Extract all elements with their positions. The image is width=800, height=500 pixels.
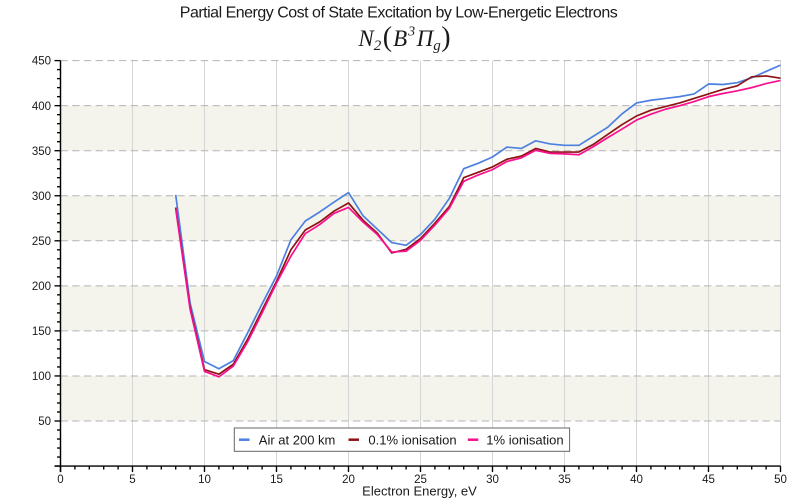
svg-text:20: 20 xyxy=(342,474,355,486)
svg-text:15: 15 xyxy=(270,474,283,486)
svg-text:0.1% ionisation: 0.1% ionisation xyxy=(368,432,456,447)
svg-text:45: 45 xyxy=(702,474,715,486)
svg-text:300: 300 xyxy=(32,191,51,203)
svg-text:250: 250 xyxy=(32,236,51,248)
svg-text:Partial Energy Cost of State E: Partial Energy Cost of State Excitation … xyxy=(180,5,618,22)
svg-text:150: 150 xyxy=(32,326,51,338)
svg-text:25: 25 xyxy=(414,474,427,486)
svg-text:Air at 200 km: Air at 200 km xyxy=(259,432,336,447)
svg-text:400: 400 xyxy=(32,101,51,113)
svg-text:40: 40 xyxy=(630,474,643,486)
svg-text:35: 35 xyxy=(558,474,571,486)
svg-text:450: 450 xyxy=(32,56,51,68)
svg-text:200: 200 xyxy=(32,281,51,293)
svg-text:50: 50 xyxy=(38,416,51,428)
svg-text:30: 30 xyxy=(486,474,499,486)
svg-text:100: 100 xyxy=(32,371,51,383)
svg-text:Electron Energy, eV: Electron Energy, eV xyxy=(362,484,477,499)
svg-text:0: 0 xyxy=(57,474,63,486)
svg-text:5: 5 xyxy=(129,474,135,486)
svg-text:10: 10 xyxy=(198,474,211,486)
svg-text:50: 50 xyxy=(774,474,787,486)
svg-text:350: 350 xyxy=(32,146,51,158)
svg-text:N2(B3Πg): N2(B3Πg) xyxy=(357,22,450,54)
svg-text:1% ionisation: 1% ionisation xyxy=(486,432,563,447)
